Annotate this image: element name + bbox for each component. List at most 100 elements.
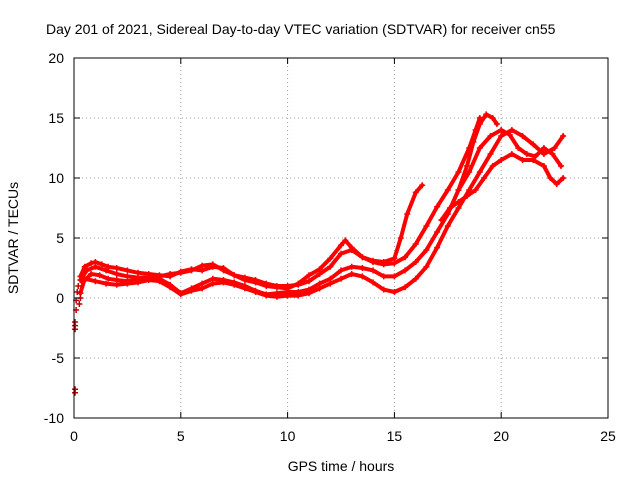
- y-tick-label: -10: [44, 410, 64, 426]
- data-point: [508, 151, 515, 157]
- data-point: [540, 145, 547, 151]
- data-point: [487, 151, 494, 157]
- outlier-point: [74, 289, 81, 295]
- y-tick-label: 15: [48, 110, 64, 126]
- data-point: [444, 223, 451, 229]
- data-point: [558, 163, 565, 169]
- data-point: [83, 267, 90, 274]
- data-point: [252, 289, 259, 295]
- y-axis-title: SDTVAR / TECUs: [5, 182, 21, 294]
- data-point: [273, 293, 280, 300]
- data-point: [327, 280, 334, 287]
- data-point: [476, 121, 483, 127]
- data-point: [506, 131, 513, 138]
- data-point: [532, 153, 539, 160]
- data-point: [444, 187, 451, 193]
- series-track-f: [455, 127, 565, 193]
- data-point: [487, 133, 494, 139]
- data-point: [113, 265, 120, 271]
- series-track-d: [77, 127, 567, 300]
- data-point: [402, 284, 409, 291]
- data-point: [167, 271, 174, 277]
- data-point: [464, 163, 471, 169]
- data-point: [412, 241, 419, 247]
- data-point: [481, 175, 488, 181]
- data-point: [549, 151, 556, 157]
- data-point: [419, 182, 426, 189]
- data-point: [397, 235, 404, 241]
- data-point: [305, 290, 312, 297]
- data-point: [188, 287, 195, 294]
- data-point: [284, 283, 291, 289]
- x-tick-label: 25: [600, 428, 616, 444]
- data-point: [98, 261, 105, 268]
- data-point: [177, 269, 184, 276]
- x-tick-label: 15: [387, 428, 403, 444]
- data-point: [370, 279, 377, 286]
- data-point: [553, 181, 560, 187]
- y-tick-label: 10: [48, 170, 64, 186]
- data-point: [370, 259, 377, 265]
- data-point: [498, 127, 505, 133]
- data-point: [81, 275, 88, 282]
- series-line: [80, 112, 499, 297]
- data-point: [284, 292, 291, 299]
- data-point: [434, 203, 441, 210]
- data-point: [493, 121, 500, 127]
- data-point: [455, 205, 462, 211]
- data-point: [470, 139, 477, 145]
- outlier-point: [72, 389, 79, 396]
- data-point: [476, 169, 483, 175]
- data-point: [177, 291, 184, 298]
- data-point: [404, 211, 411, 217]
- data-point: [305, 278, 312, 285]
- data-point: [348, 247, 355, 253]
- data-point: [423, 247, 430, 253]
- y-tick-label: 0: [56, 290, 64, 306]
- data-point: [241, 274, 248, 281]
- data-point: [540, 151, 547, 157]
- data-point: [455, 187, 462, 193]
- outlier-point: [76, 301, 83, 307]
- data-point: [476, 145, 483, 151]
- data-point: [380, 286, 387, 293]
- data-point: [113, 271, 120, 277]
- data-point: [423, 223, 430, 229]
- data-point: [273, 283, 280, 289]
- data-point: [103, 267, 110, 274]
- data-point: [446, 205, 453, 211]
- data-point: [508, 127, 515, 133]
- data-point: [231, 281, 238, 288]
- data-point: [327, 263, 334, 270]
- data-point: [220, 267, 227, 274]
- data-point: [231, 272, 238, 279]
- data-point: [342, 237, 349, 244]
- y-tick-label: -5: [52, 350, 65, 366]
- data-point: [519, 157, 526, 163]
- x-tick-label: 20: [493, 428, 509, 444]
- data-point: [359, 265, 366, 271]
- data-point: [489, 163, 496, 169]
- data-point: [523, 151, 530, 157]
- data-point: [316, 271, 323, 277]
- data-point: [530, 157, 537, 163]
- data-point: [348, 263, 355, 270]
- data-point: [88, 260, 95, 267]
- data-point: [241, 285, 248, 292]
- y-tick-label: 5: [56, 230, 64, 246]
- data-point: [295, 292, 302, 299]
- data-point: [124, 280, 131, 287]
- data-point: [105, 263, 112, 270]
- data-point: [252, 277, 259, 283]
- data-point: [464, 193, 471, 199]
- data-point: [498, 157, 505, 163]
- data-point: [519, 133, 526, 139]
- data-point: [338, 275, 344, 282]
- data-point: [402, 267, 409, 274]
- data-point: [199, 262, 206, 269]
- data-point: [423, 263, 430, 270]
- data-point: [348, 271, 355, 277]
- data-point: [412, 259, 419, 265]
- data-point: [220, 279, 227, 286]
